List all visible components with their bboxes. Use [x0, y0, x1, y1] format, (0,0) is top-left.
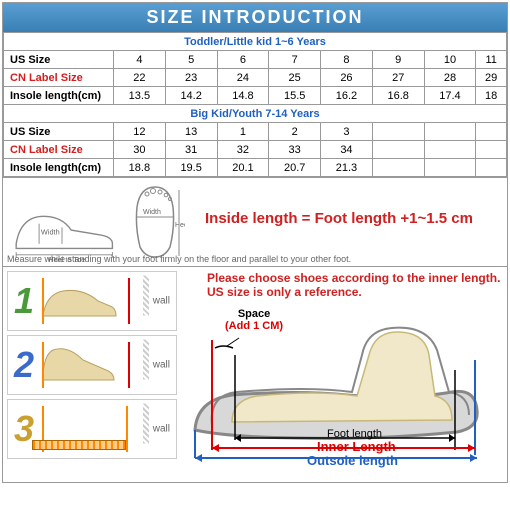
title-bar: SIZE INTRODUCTION — [3, 3, 507, 32]
measure-section: Width Heel to Toe Width Heel to Toe Insi… — [3, 177, 507, 266]
bottom-section: 1 wall 2 wall 3 — [3, 266, 507, 482]
step-2: 2 wall — [7, 335, 177, 395]
inner-length-label: Inner Length — [317, 439, 396, 454]
step2-foot-icon — [38, 340, 118, 390]
row-cn2: CN Label Size 3031323334 — [4, 141, 507, 159]
shoe-diagram-panel: Please choose shoes according to the inn… — [177, 271, 503, 478]
step-3: 3 wall — [7, 399, 177, 459]
step1-foot-icon — [38, 276, 118, 326]
outsole-length-label: Outsole length — [307, 453, 398, 468]
measure-instruction: Measure while standing with your foot fi… — [7, 254, 351, 264]
foot-side-icon: Width Heel to Toe — [7, 198, 117, 262]
row-insole2: Insole length(cm) 18.819.520.120.721.3 — [4, 159, 507, 177]
ruler-icon — [32, 440, 126, 450]
space-label: Space (Add 1 CM) — [225, 308, 283, 332]
section1-header: Toddler/Little kid 1~6 Years — [4, 33, 507, 51]
svg-text:Heel to Toe: Heel to Toe — [175, 222, 185, 229]
inside-length-equation: Inside length = Foot length +1~1.5 cm — [185, 182, 473, 262]
row-insole1: Insole length(cm) 13.514.214.815.516.216… — [4, 87, 507, 105]
size-chart-container: SIZE INTRODUCTION Toddler/Little kid 1~6… — [2, 2, 508, 483]
warning-text: Please choose shoes according to the inn… — [177, 271, 503, 300]
row-cn1: CN Label Size 2223242526272829 — [4, 69, 507, 87]
step-1: 1 wall — [7, 271, 177, 331]
svg-text:Width: Width — [41, 228, 60, 237]
size-table: Toddler/Little kid 1~6 Years US Size 456… — [3, 32, 507, 177]
foot-diagrams: Width Heel to Toe Width Heel to Toe — [7, 182, 185, 262]
foot-top-icon: Width Heel to Toe — [125, 182, 185, 262]
svg-text:Width: Width — [143, 209, 161, 216]
section2-header: Big Kid/Youth 7-14 Years — [4, 105, 507, 123]
row-us1: US Size 4567891011 — [4, 51, 507, 69]
shoe-diagram: Space (Add 1 CM) — [177, 300, 487, 470]
measurement-steps: 1 wall 2 wall 3 — [7, 271, 177, 478]
row-us2: US Size 1213123 — [4, 123, 507, 141]
